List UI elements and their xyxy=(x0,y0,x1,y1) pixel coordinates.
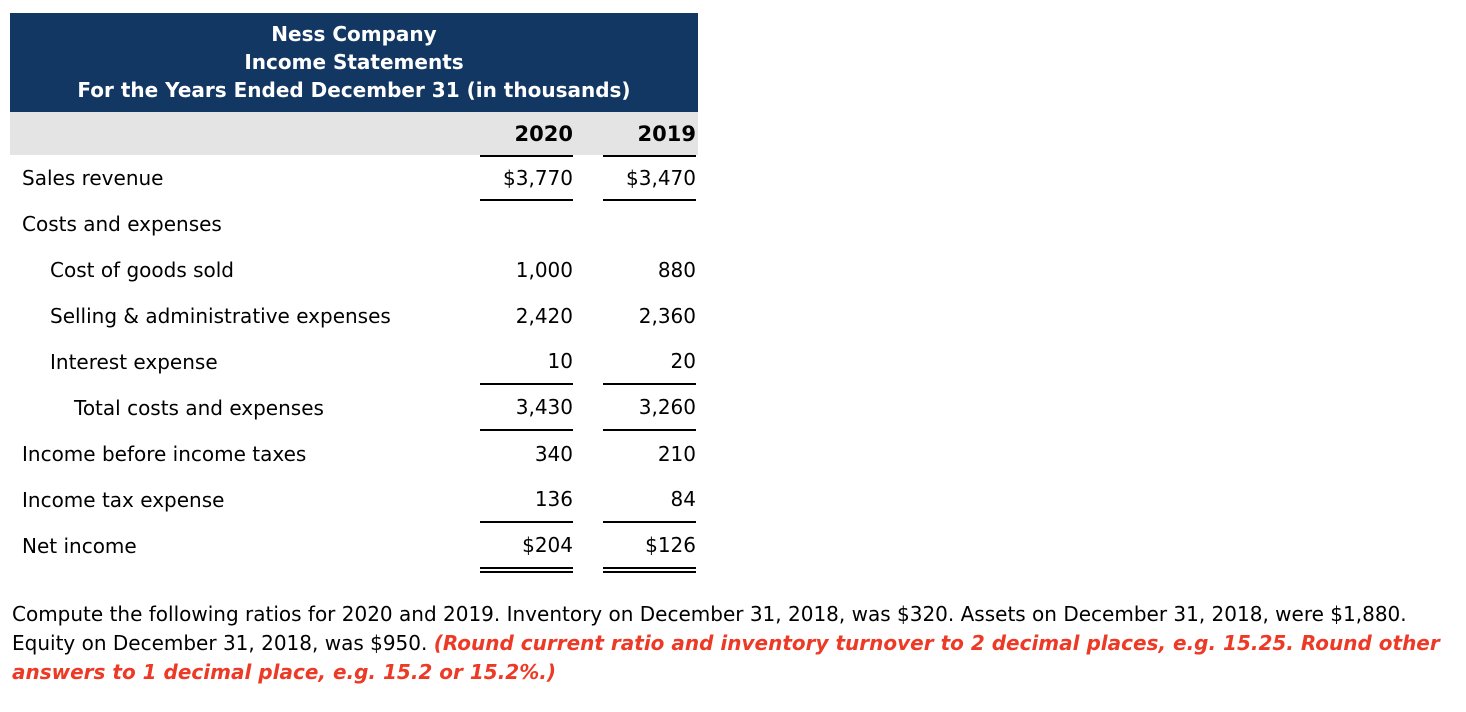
rounding-instructions-text: (Round current ratio and inventory turno… xyxy=(12,631,1440,684)
row-value-2020: 2,420 xyxy=(515,304,573,328)
income-statement-table: Ness Company Income Statements For the Y… xyxy=(10,13,698,573)
row-label: Sales revenue xyxy=(22,166,164,190)
table-row-selling-admin-expenses: Selling & administrative expenses 2,420 … xyxy=(10,293,698,339)
row-value-2019: 3,260 xyxy=(603,385,696,431)
row-label: Selling & administrative expenses xyxy=(50,304,391,328)
column-header-2019: 2019 xyxy=(637,121,696,146)
row-label: Total costs and expenses xyxy=(74,396,324,420)
table-row-sales-revenue: Sales revenue $3,770 $3,470 xyxy=(10,155,698,201)
row-label: Income tax expense xyxy=(22,488,225,512)
instructions-text: Compute the following ratios for 2020 an… xyxy=(12,602,1407,655)
row-label: Costs and expenses xyxy=(22,212,222,236)
row-value-2019: 210 xyxy=(657,442,696,466)
table-row-total-costs-and-expenses: Total costs and expenses 3,430 3,260 xyxy=(10,385,698,431)
row-label: Net income xyxy=(22,534,137,558)
year-header-row: 2020 2019 xyxy=(10,112,698,155)
row-value-2020: $204 xyxy=(480,523,573,573)
statement-title-block: Ness Company Income Statements For the Y… xyxy=(10,13,698,112)
row-value-2019: 880 xyxy=(657,258,696,282)
table-row-interest-expense: Interest expense 10 20 xyxy=(10,339,698,385)
column-header-2020: 2020 xyxy=(514,121,573,146)
table-row-income-before-income-taxes: Income before income taxes 340 210 xyxy=(10,431,698,477)
table-row-income-tax-expense: Income tax expense 136 84 xyxy=(10,477,698,523)
row-value-2019: 20 xyxy=(603,339,696,385)
row-value-2019: $3,470 xyxy=(603,155,696,201)
table-row-net-income: Net income $204 $126 xyxy=(10,523,698,573)
table-row-cost-of-goods-sold: Cost of goods sold 1,000 880 xyxy=(10,247,698,293)
row-value-2020: $3,770 xyxy=(480,155,573,201)
table-row-costs-and-expenses: Costs and expenses xyxy=(10,201,698,247)
row-value-2019: 84 xyxy=(603,477,696,523)
row-value-2019: $126 xyxy=(603,523,696,573)
row-value-2020 xyxy=(480,201,573,247)
company-name: Ness Company xyxy=(271,22,437,46)
row-value-2020: 10 xyxy=(480,339,573,385)
problem-instructions: Compute the following ratios for 2020 an… xyxy=(12,600,1458,687)
row-label: Interest expense xyxy=(50,350,218,374)
row-label: Cost of goods sold xyxy=(50,258,235,282)
row-label: Income before income taxes xyxy=(22,442,307,466)
statement-period: For the Years Ended December 31 (in thou… xyxy=(77,78,631,102)
statement-name: Income Statements xyxy=(244,50,464,74)
row-value-2020: 340 xyxy=(534,442,573,466)
row-value-2020: 136 xyxy=(480,477,573,523)
row-value-2019 xyxy=(603,201,696,247)
row-value-2020: 1,000 xyxy=(515,258,573,282)
row-value-2020: 3,430 xyxy=(480,385,573,431)
row-value-2019: 2,360 xyxy=(638,304,696,328)
